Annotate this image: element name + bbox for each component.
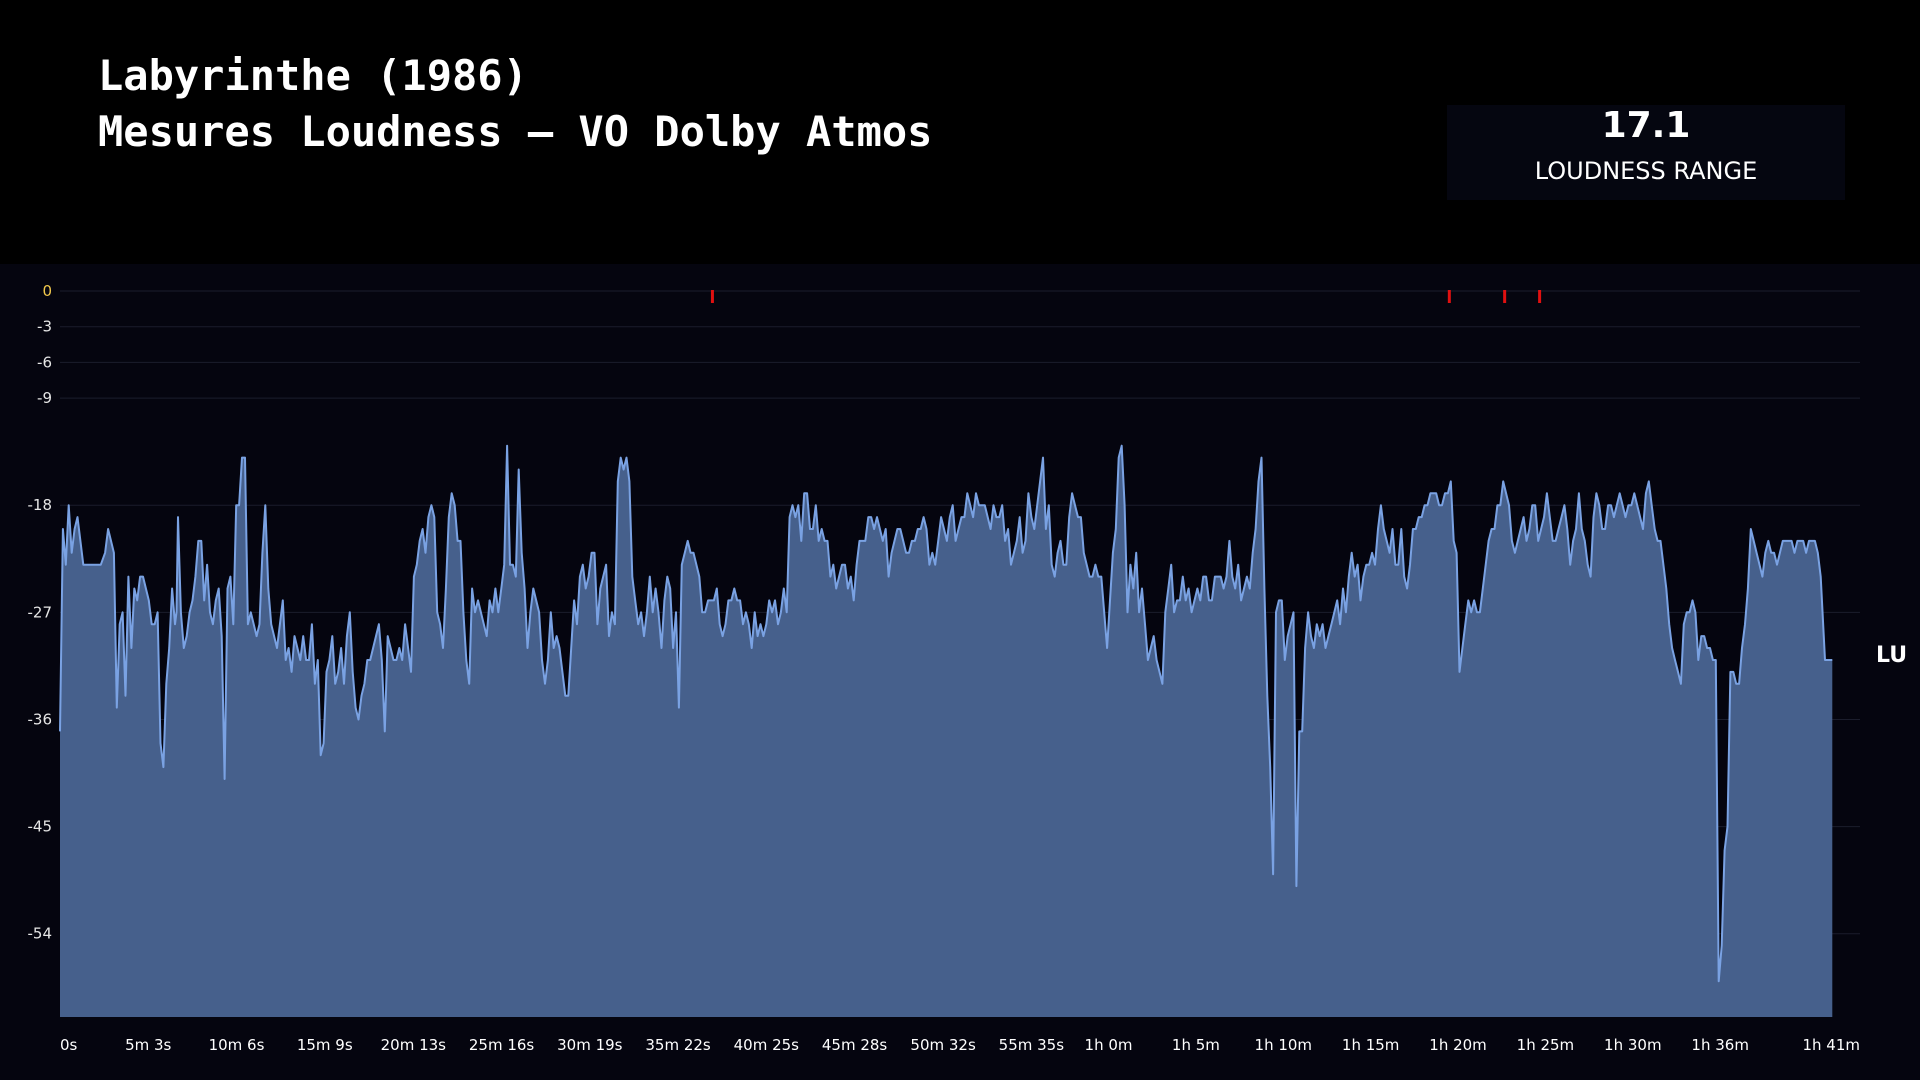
true-peak-marker	[1538, 290, 1542, 303]
x-tick-label: 30m 19s	[557, 1036, 623, 1054]
x-tick-label: 1h 36m	[1691, 1036, 1749, 1054]
x-tick-label: 0s	[60, 1036, 78, 1054]
x-tick-label: 1h 20m	[1429, 1036, 1487, 1054]
x-tick-label: 5m 3s	[125, 1036, 171, 1054]
x-tick-label: 1h 5m	[1172, 1036, 1220, 1054]
true-peak-marker	[1503, 290, 1507, 303]
y-tick-label: 0	[42, 282, 52, 300]
x-tick-label: 25m 16s	[469, 1036, 535, 1054]
x-tick-label: 10m 6s	[209, 1036, 265, 1054]
unit-label: LU	[1876, 643, 1907, 668]
x-tick-label: 45m 28s	[822, 1036, 888, 1054]
y-tick-label: -54	[28, 925, 53, 943]
x-tick-label: 55m 35s	[999, 1036, 1065, 1054]
true-peak-marker	[1447, 290, 1451, 303]
y-tick-label: -3	[37, 318, 52, 336]
x-tick-label: 1h 30m	[1604, 1036, 1662, 1054]
title-line-1: Labyrinthe (1986)	[98, 51, 528, 100]
loudness-series-line	[59, 444, 1833, 983]
x-tick-label: 1h 25m	[1517, 1036, 1575, 1054]
y-tick-label: -27	[28, 603, 53, 621]
x-tick-label: 40m 25s	[734, 1036, 800, 1054]
true-peak-marker	[710, 290, 714, 303]
x-tick-label: 1h 41m	[1802, 1036, 1860, 1054]
y-tick-label: -45	[28, 818, 53, 836]
chart-title: Labyrinthe (1986) Mesures Loudness – VO …	[98, 48, 932, 160]
loudness-range-value: 17.1	[1601, 105, 1691, 146]
x-tick-label: 35m 22s	[645, 1036, 711, 1054]
x-tick-label: 50m 32s	[910, 1036, 976, 1054]
loudness-range-label: LOUDNESS RANGE	[1534, 157, 1758, 185]
x-tick-label: 20m 13s	[381, 1036, 447, 1054]
y-tick-label: -6	[37, 353, 52, 371]
loudness-range-card: 17.1 LOUDNESS RANGE	[1447, 105, 1845, 200]
x-tick-label: 1h 0m	[1085, 1036, 1133, 1054]
title-line-2: Mesures Loudness – VO Dolby Atmos	[98, 107, 933, 156]
x-tick-label: 1h 10m	[1255, 1036, 1313, 1054]
x-tick-label: 1h 15m	[1342, 1036, 1400, 1054]
loudness-area	[60, 445, 1833, 1017]
x-tick-label: 15m 9s	[297, 1036, 353, 1054]
y-tick-label: -36	[28, 710, 53, 728]
y-tick-label: -9	[37, 389, 52, 407]
y-tick-label: -18	[28, 496, 53, 514]
